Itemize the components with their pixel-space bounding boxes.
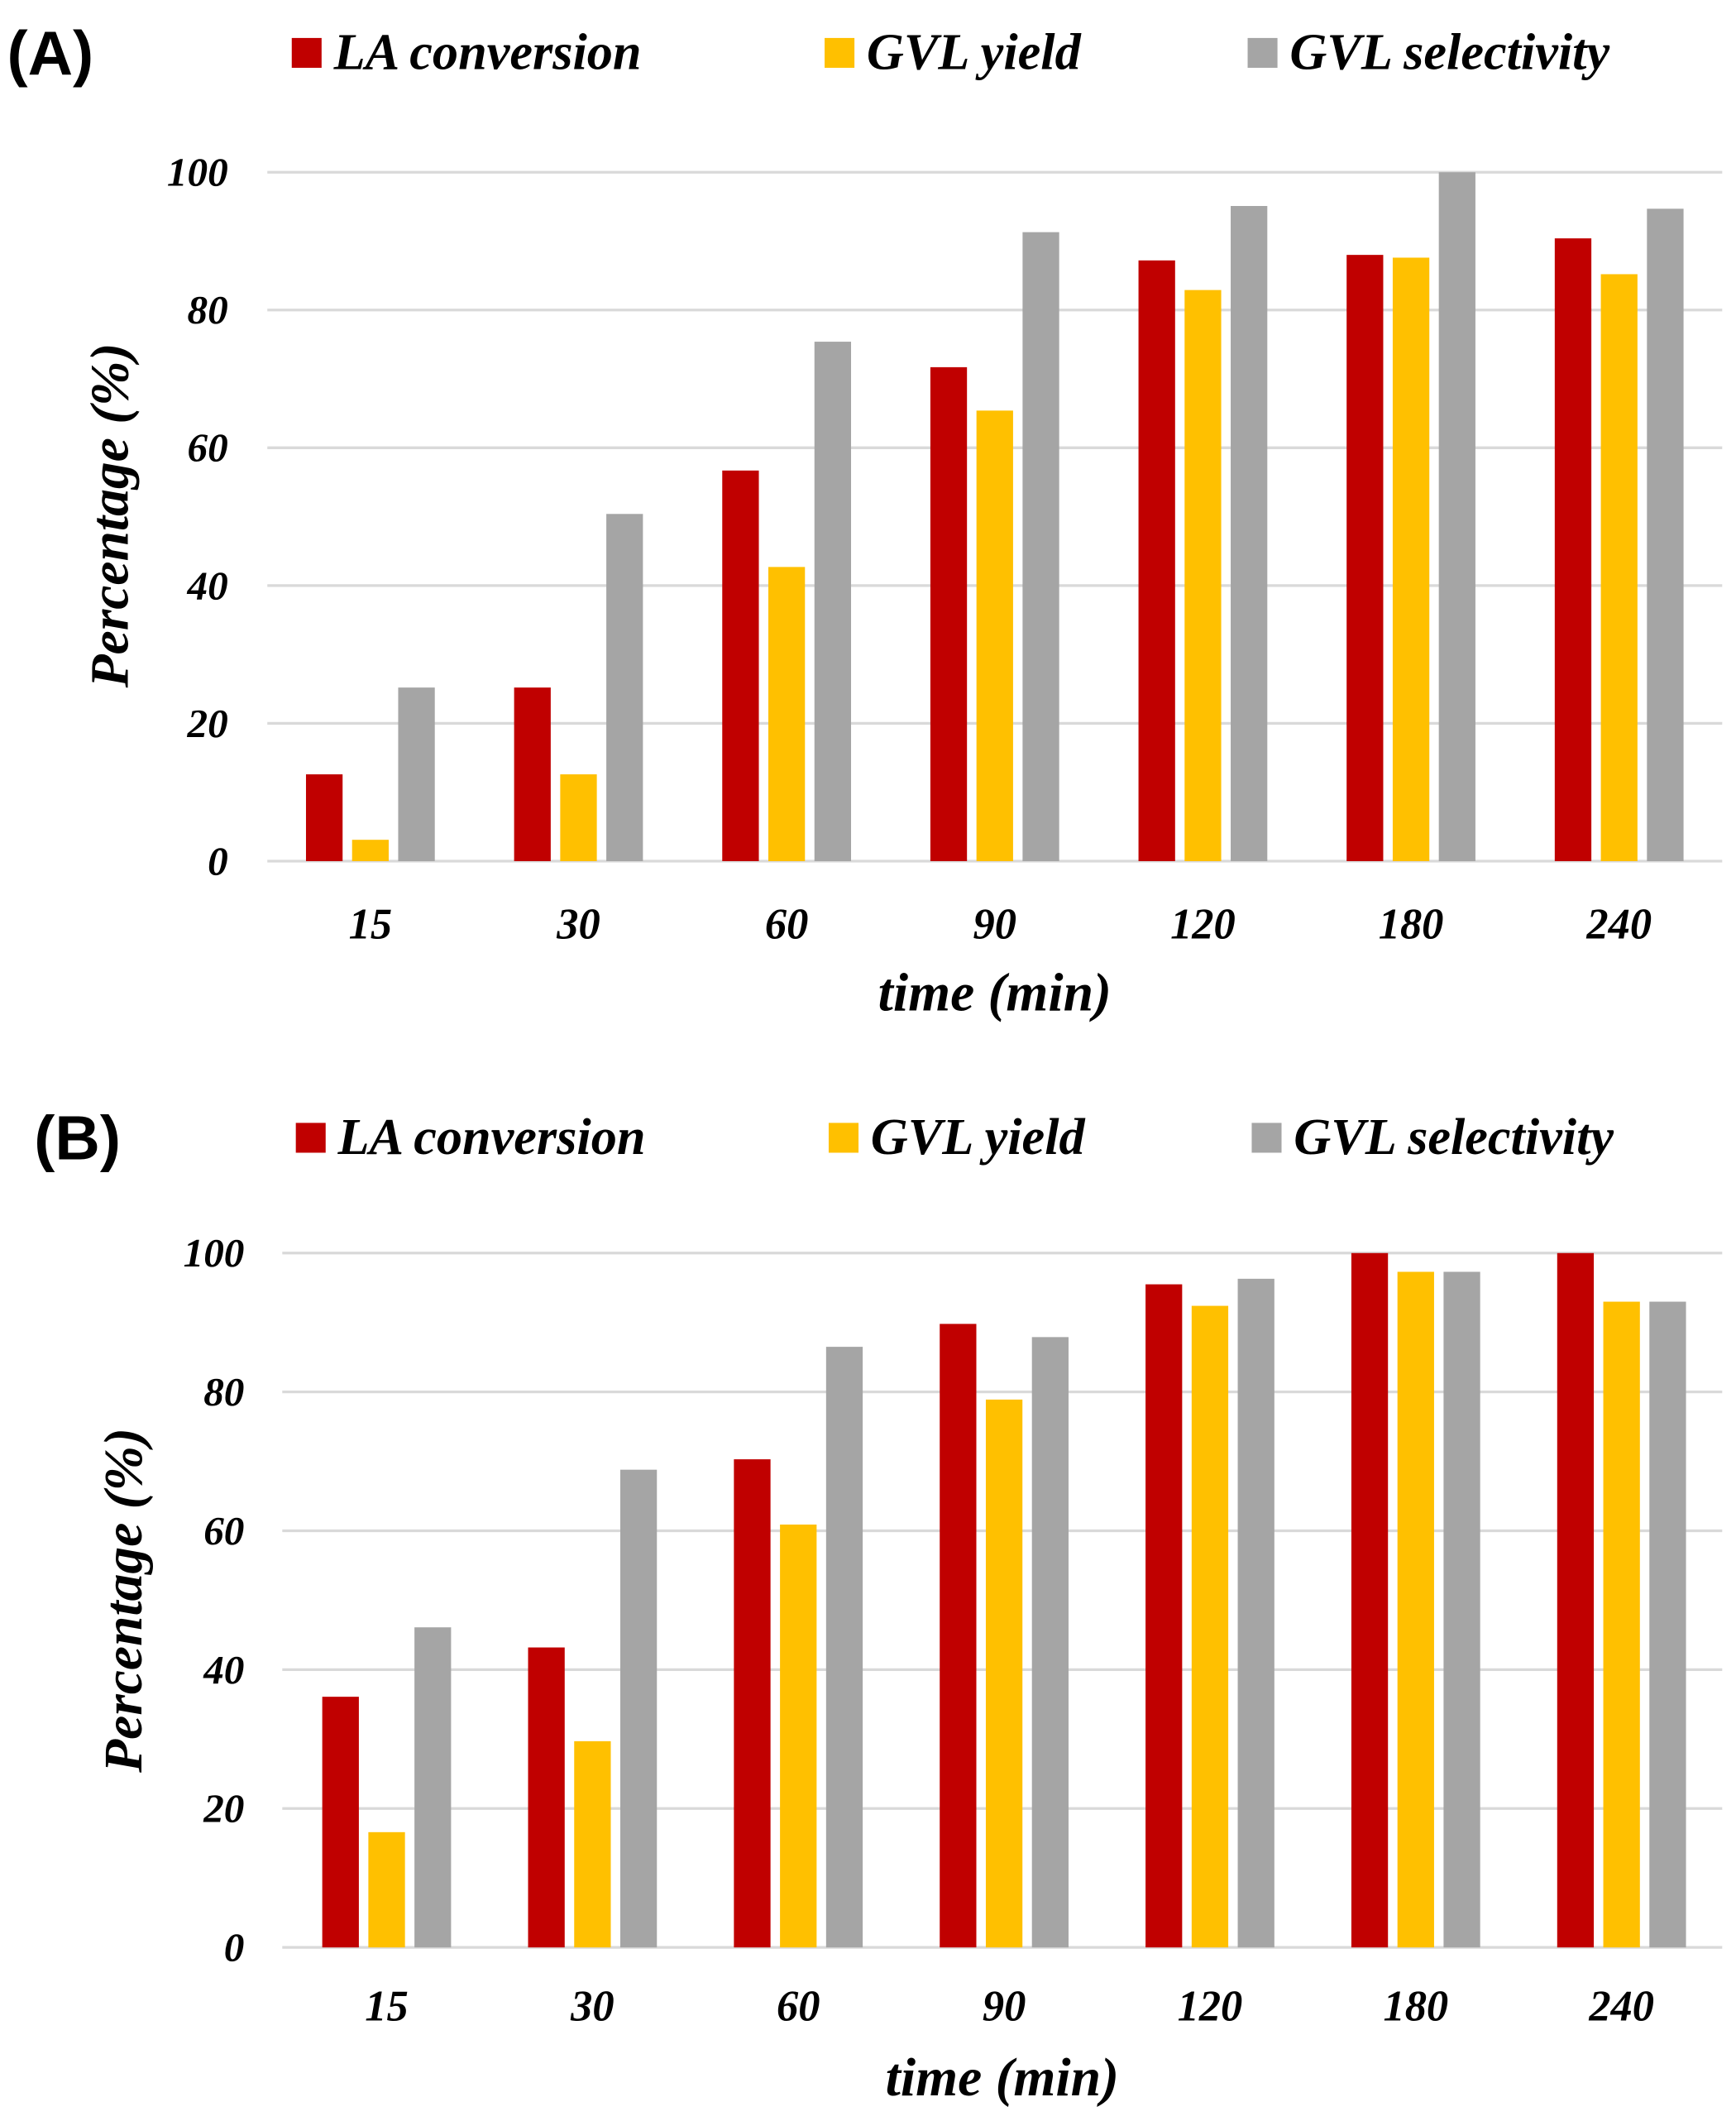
bar-gvl-yield xyxy=(768,567,806,862)
y-tick-label: 0 xyxy=(208,838,228,883)
bar-la-conversion xyxy=(722,470,759,862)
bar-gvl-selectivity xyxy=(825,1347,863,1948)
legend-label: LA conversion xyxy=(337,1108,646,1166)
bar-gvl-selectivity xyxy=(1231,206,1268,862)
bar-gvl-yield xyxy=(368,1831,405,1948)
x-tick-label: 60 xyxy=(765,900,808,948)
bar-gvl-selectivity xyxy=(398,687,435,862)
chart-panel-a: (A) LA conversion GVL yield GVL selectivity… xyxy=(7,18,1723,1022)
bar-gvl-yield xyxy=(985,1399,1023,1948)
x-tick-label: 180 xyxy=(1383,1983,1448,2031)
legend-item: GVL selectivity xyxy=(1247,24,1609,81)
x-tick-label: 180 xyxy=(1379,900,1444,948)
legend-swatch xyxy=(1251,1123,1282,1153)
bar-gvl-yield xyxy=(574,1740,611,1948)
legend-swatch xyxy=(291,37,322,68)
bar-gvl-selectivity xyxy=(1022,232,1059,862)
bar-la-conversion xyxy=(1557,1252,1595,1948)
bar-gvl-selectivity xyxy=(1649,1301,1686,1948)
legend-item: GVL yield xyxy=(828,1108,1086,1166)
bar-la-conversion xyxy=(1145,1284,1183,1948)
bar-gvl-selectivity xyxy=(814,342,852,862)
x-tick-label: 240 xyxy=(1588,1983,1654,2031)
bar-gvl-selectivity xyxy=(1647,208,1684,862)
y-tick-label: 20 xyxy=(203,1786,244,1831)
y-tick-label: 80 xyxy=(203,1369,244,1415)
y-tick-label: 20 xyxy=(187,701,228,746)
chart-panel-b: (B) LA conversion GVL yield GVL selectivity… xyxy=(34,1104,1723,2108)
bar-gvl-yield xyxy=(780,1524,817,1948)
legend-swatch xyxy=(825,37,855,68)
x-tick-label: 30 xyxy=(556,900,600,948)
y-tick-label: 80 xyxy=(188,287,228,333)
y-tick-label: 100 xyxy=(167,150,228,195)
x-tick-label: 240 xyxy=(1585,900,1652,948)
legend-item: LA conversion xyxy=(295,1108,646,1166)
y-tick-label: 100 xyxy=(184,1230,245,1276)
bar-la-conversion xyxy=(930,366,968,862)
bar-gvl-selectivity xyxy=(1443,1271,1480,1948)
panel-label: (A) xyxy=(7,18,93,88)
panel-label: (B) xyxy=(34,1104,121,1173)
bar-la-conversion xyxy=(322,1697,359,1948)
x-tick-label: 15 xyxy=(365,1983,408,2031)
bar-gvl-yield xyxy=(1184,290,1222,862)
x-tick-label: 60 xyxy=(777,1983,820,2031)
bar-gvl-yield xyxy=(560,774,597,862)
bar-gvl-selectivity xyxy=(1237,1278,1275,1948)
y-tick-label: 40 xyxy=(203,1647,244,1692)
legend-label: GVL selectivity xyxy=(1294,1108,1614,1166)
x-tick-label: 30 xyxy=(570,1983,614,2031)
bar-la-conversion xyxy=(1554,238,1592,862)
bar-gvl-yield xyxy=(1603,1301,1640,1948)
bar-la-conversion xyxy=(940,1324,977,1948)
bar-la-conversion xyxy=(514,687,551,862)
bar-gvl-yield xyxy=(352,840,389,862)
bar-la-conversion xyxy=(305,774,343,862)
x-tick-label: 90 xyxy=(973,900,1016,948)
bar-la-conversion xyxy=(1346,255,1384,862)
legend-item: GVL yield xyxy=(825,24,1082,81)
x-tick-label: 120 xyxy=(1178,1983,1243,2031)
bar-gvl-yield xyxy=(1397,1271,1434,1948)
legend-label: GVL selectivity xyxy=(1289,24,1609,81)
bar-gvl-selectivity xyxy=(1438,172,1475,862)
x-tick-label: 15 xyxy=(349,900,392,948)
bar-gvl-selectivity xyxy=(414,1627,452,1948)
y-tick-label: 60 xyxy=(203,1508,244,1554)
bar-la-conversion xyxy=(528,1647,565,1948)
y-tick-label: 40 xyxy=(187,563,228,608)
legend-item: LA conversion xyxy=(291,24,642,81)
bar-gvl-selectivity xyxy=(619,1469,658,1948)
bar-gvl-yield xyxy=(1191,1305,1229,1948)
legend-label: GVL yield xyxy=(867,24,1082,81)
bar-la-conversion xyxy=(734,1459,771,1948)
bar-gvl-yield xyxy=(1600,274,1638,862)
bar-la-conversion xyxy=(1351,1252,1389,1948)
legend-swatch xyxy=(1247,37,1278,68)
x-axis-title: time (min) xyxy=(886,2048,1119,2108)
bar-gvl-yield xyxy=(976,410,1013,862)
bar-la-conversion xyxy=(1138,260,1175,862)
x-axis-title: time (min) xyxy=(878,963,1112,1022)
x-tick-label: 90 xyxy=(983,1983,1026,2031)
y-axis-title: Percentage (%) xyxy=(94,1428,154,1774)
y-axis-title: Percentage (%) xyxy=(80,343,140,689)
bar-gvl-selectivity xyxy=(1031,1337,1069,1948)
legend-swatch xyxy=(295,1123,326,1153)
x-tick-label: 120 xyxy=(1170,900,1236,948)
y-tick-label: 60 xyxy=(188,425,228,471)
legend-swatch xyxy=(828,1123,859,1153)
bar-gvl-selectivity xyxy=(606,514,643,862)
legend-label: GVL yield xyxy=(871,1108,1086,1166)
legend-item: GVL selectivity xyxy=(1251,1108,1614,1166)
legend-label: LA conversion xyxy=(333,24,642,81)
y-tick-label: 0 xyxy=(224,1925,245,1970)
bar-gvl-yield xyxy=(1392,257,1430,862)
